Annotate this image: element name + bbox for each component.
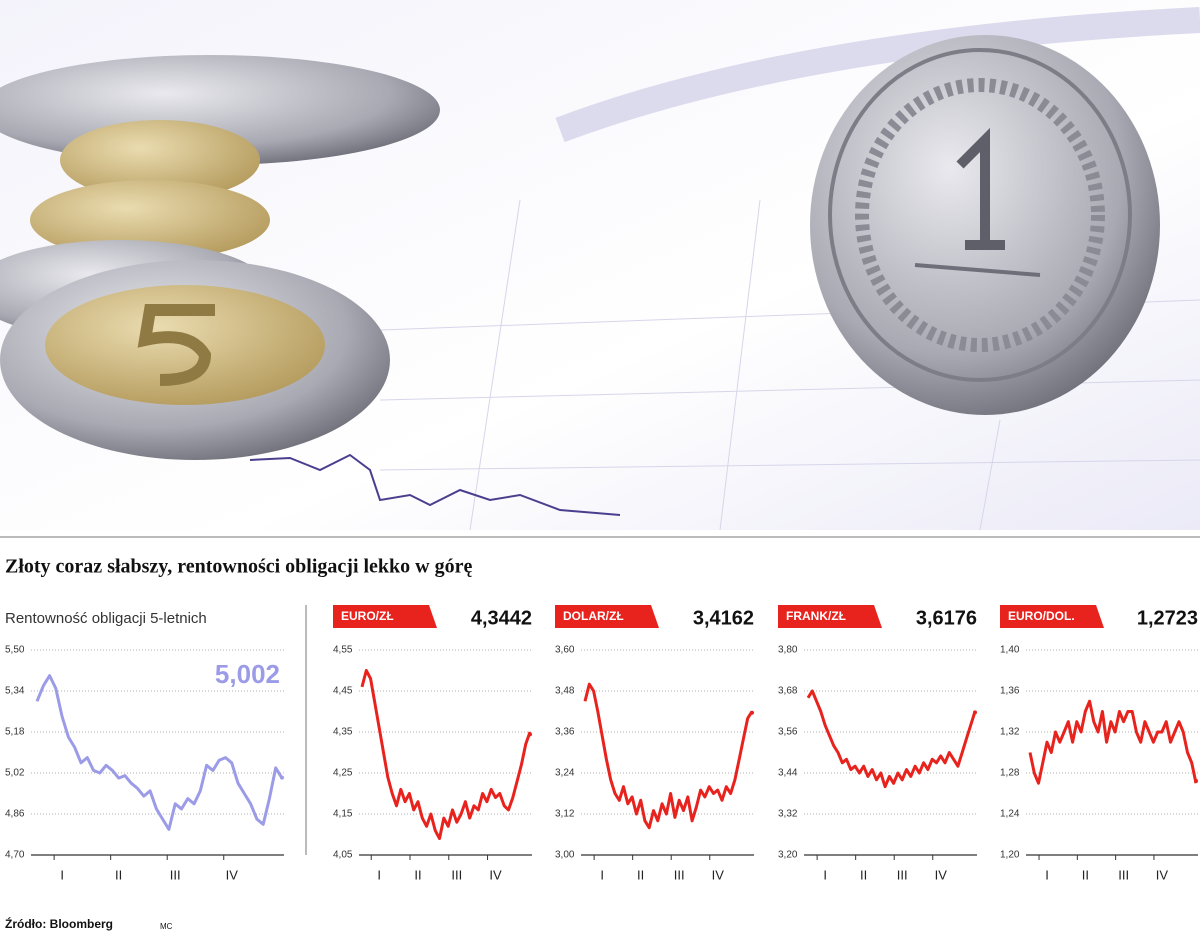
- y-tick-label: 3,00: [555, 850, 575, 861]
- photo-line: [249, 453, 621, 516]
- series-line: [806, 689, 977, 789]
- x-tick-label: III: [451, 867, 462, 882]
- y-tick-label: 4,86: [5, 809, 25, 820]
- x-tick-label: II: [115, 867, 122, 882]
- x-tick-label: I: [377, 867, 381, 882]
- y-tick-label: 4,35: [333, 727, 353, 738]
- y-tick-label: 4,05: [333, 850, 353, 861]
- chart-title: EURO/ZŁ: [341, 609, 394, 623]
- x-tick-label: IV: [1156, 867, 1169, 882]
- headline-value: 1,2723: [1137, 607, 1198, 629]
- y-tick-label: 3,48: [555, 686, 575, 697]
- y-tick-label: 5,50: [5, 645, 25, 656]
- y-tick-label: 4,25: [333, 768, 353, 779]
- x-tick-label: I: [600, 867, 604, 882]
- label-tag: [333, 605, 437, 628]
- x-tick-label: IV: [712, 867, 725, 882]
- y-tick-label: 3,36: [555, 727, 575, 738]
- x-tick-label: II: [414, 867, 421, 882]
- headline-marker: [528, 732, 532, 737]
- headline-marker: [1194, 778, 1198, 783]
- x-tick-label: III: [170, 867, 181, 882]
- y-tick-label: 3,56: [778, 727, 798, 738]
- y-tick-label: 3,24: [555, 768, 575, 779]
- y-tick-label: 1,40: [1000, 645, 1020, 656]
- author: MC: [160, 922, 173, 931]
- chart-title: Rentowność obligacji 5-letnich: [5, 610, 207, 627]
- label-tag: [778, 605, 882, 628]
- chart-title: DOLAR/ZŁ: [563, 609, 624, 623]
- chart-title: EURO/DOL.: [1008, 609, 1075, 623]
- headline-marker: [973, 710, 977, 715]
- series-line: [360, 669, 532, 841]
- x-tick-label: I: [60, 867, 64, 882]
- series-line: [1028, 699, 1198, 785]
- x-tick-label: III: [1118, 867, 1129, 882]
- y-tick-label: 1,20: [1000, 850, 1020, 861]
- y-tick-label: 3,60: [555, 645, 575, 656]
- y-tick-label: 1,32: [1000, 727, 1020, 738]
- x-tick-label: II: [860, 867, 867, 882]
- photo-pen: [555, 7, 1200, 143]
- x-tick-label: III: [897, 867, 908, 882]
- y-tick-label: 1,24: [1000, 809, 1020, 820]
- x-tick-label: I: [823, 867, 827, 882]
- y-tick-label: 3,32: [778, 809, 798, 820]
- y-tick-label: 4,70: [5, 850, 25, 861]
- headline-value: 4,3442: [471, 607, 532, 629]
- y-tick-label: 4,45: [333, 686, 353, 697]
- x-tick-label: IV: [226, 867, 239, 882]
- coin-stack: [0, 55, 440, 460]
- headline-marker: [750, 710, 754, 715]
- y-tick-label: 1,28: [1000, 768, 1020, 779]
- headline-value: 3,4162: [693, 607, 754, 629]
- x-tick-label: II: [637, 867, 644, 882]
- y-tick-label: 4,15: [333, 809, 353, 820]
- headline-marker: [280, 775, 284, 780]
- y-tick-label: 5,02: [5, 768, 25, 779]
- x-tick-label: IV: [935, 867, 948, 882]
- headline-value: 5,002: [215, 659, 280, 689]
- y-tick-label: 3,12: [555, 809, 575, 820]
- y-tick-label: 3,20: [778, 850, 798, 861]
- y-tick-label: 5,34: [5, 686, 25, 697]
- x-tick-label: I: [1045, 867, 1049, 882]
- coin-one: [810, 35, 1160, 415]
- y-tick-label: 3,68: [778, 686, 798, 697]
- source: Źródło: Bloomberg: [5, 916, 113, 931]
- y-tick-label: 5,18: [5, 727, 25, 738]
- chart-title: FRANK/ZŁ: [786, 609, 846, 623]
- label-tag: [555, 605, 659, 628]
- x-tick-label: II: [1082, 867, 1089, 882]
- y-tick-label: 3,80: [778, 645, 798, 656]
- y-tick-label: 1,36: [1000, 686, 1020, 697]
- photo: [0, 0, 1200, 531]
- series-line: [583, 682, 754, 830]
- y-tick-label: 4,55: [333, 645, 353, 656]
- headline-title: Złoty coraz słabszy, rentowności obligac…: [5, 556, 472, 578]
- x-tick-label: IV: [489, 867, 502, 882]
- x-tick-label: III: [674, 867, 685, 882]
- series-line: [35, 674, 284, 831]
- y-tick-label: 3,44: [778, 768, 798, 779]
- label-tag: [1000, 605, 1104, 628]
- headline-value: 3,6176: [916, 607, 977, 629]
